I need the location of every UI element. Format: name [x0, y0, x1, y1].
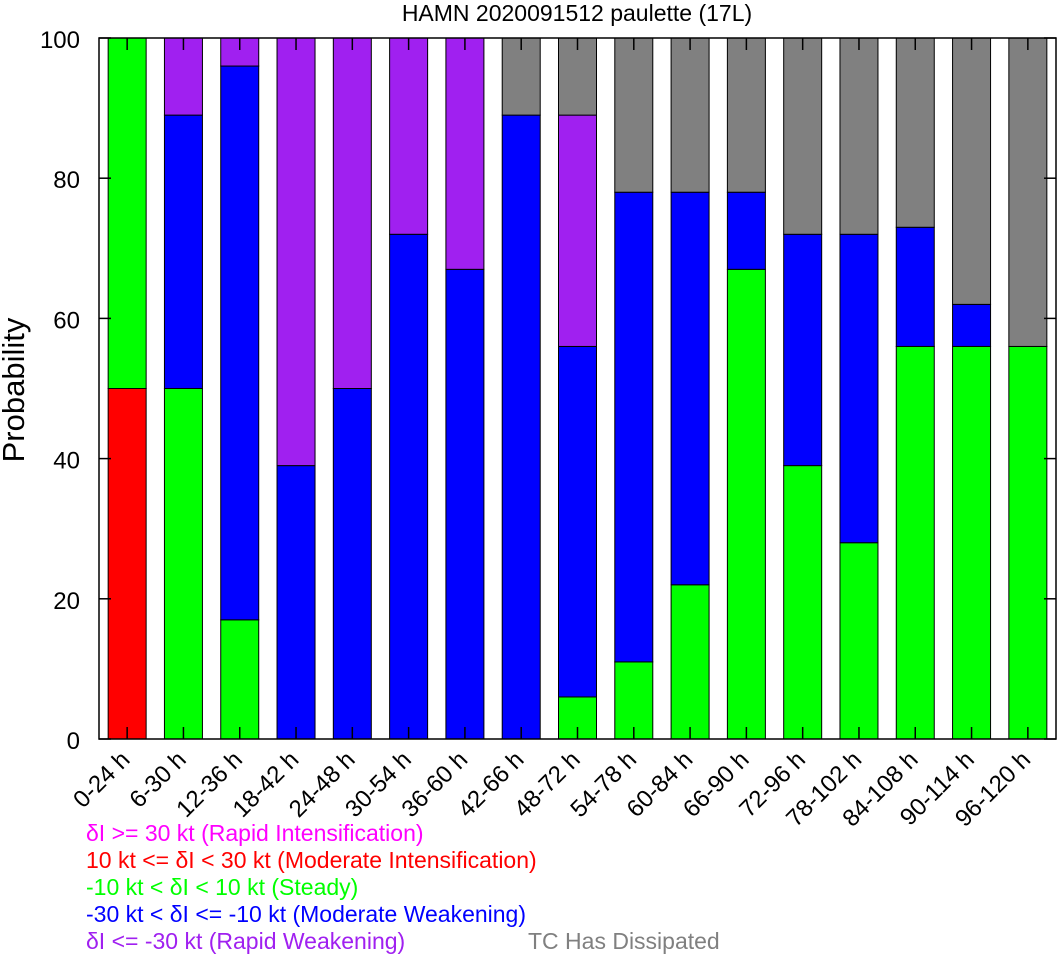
bar-mod_weak-5	[389, 233, 429, 740]
bar-mod_int-0	[107, 388, 147, 740]
y-tick-label-0: 0	[67, 728, 80, 755]
bar-steady-15	[952, 345, 992, 740]
bar-mod_weak-6	[445, 268, 485, 740]
bar-mod_weak-7	[501, 114, 541, 740]
bar-steady-1	[163, 388, 203, 740]
bar-dissipated-14	[895, 37, 935, 228]
legend: δI >= 30 kt (Rapid Intensification) 10 k…	[86, 820, 537, 955]
bars-layer	[107, 37, 1048, 740]
bar-steady-0	[107, 37, 147, 389]
bar-mod_weak-9	[614, 191, 654, 663]
bar-mod_weak-1	[163, 114, 203, 390]
legend-rapid-weakening: δI <= -30 kt (Rapid Weakening)	[86, 928, 406, 954]
x-tick-label-0: 0-24 h	[68, 746, 135, 813]
bar-dissipated-10	[670, 37, 710, 193]
y-axis-label: Probability	[0, 317, 31, 462]
bar-mod_weak-10	[670, 191, 710, 586]
bar-rapid_weak-4	[332, 37, 372, 389]
bar-dissipated-9	[614, 37, 654, 193]
bar-steady-10	[670, 584, 710, 740]
bar-steady-16	[1008, 345, 1048, 740]
legend-steady: -10 kt < δI < 10 kt (Steady)	[86, 874, 359, 900]
bar-steady-9	[614, 661, 654, 740]
bar-dissipated-12	[783, 37, 823, 235]
bar-rapid_weak-8	[558, 114, 597, 347]
y-tick-label-80: 80	[53, 167, 80, 194]
legend-moderate-weakening: -30 kt < δI <= -10 kt (Moderate Weakenin…	[86, 901, 527, 927]
bar-steady-13	[839, 542, 879, 740]
bar-mod_weak-11	[726, 191, 766, 270]
legend-tc-dissipated: TC Has Dissipated	[528, 928, 720, 954]
bar-rapid_weak-1	[163, 37, 203, 116]
bar-mod_weak-4	[332, 388, 372, 740]
legend-moderate-intensification: 10 kt <= δI < 30 kt (Moderate Intensific…	[86, 847, 537, 873]
bar-mod_weak-8	[558, 345, 597, 698]
bar-steady-2	[220, 619, 260, 740]
bar-rapid_weak-5	[389, 37, 429, 235]
bar-dissipated-11	[726, 37, 766, 193]
bar-steady-11	[726, 268, 766, 740]
bar-mod_weak-3	[276, 465, 316, 740]
bar-mod_weak-12	[783, 233, 823, 467]
bar-dissipated-16	[1008, 37, 1048, 347]
legend-rapid-intensification: δI >= 30 kt (Rapid Intensification)	[86, 820, 424, 846]
bar-rapid_weak-3	[276, 37, 316, 467]
bar-mod_weak-13	[839, 233, 879, 544]
bar-dissipated-15	[952, 37, 992, 305]
chart-title: HAMN 2020091512 paulette (17L)	[402, 0, 752, 26]
bar-dissipated-13	[839, 37, 879, 235]
bar-mod_weak-2	[220, 65, 260, 621]
y-tick-label-60: 60	[53, 307, 80, 334]
bar-rapid_weak-6	[445, 37, 485, 270]
y-tick-label-20: 20	[53, 588, 80, 615]
y-tick-label-100: 100	[40, 27, 80, 54]
bar-mod_weak-14	[895, 226, 935, 347]
bar-steady-14	[895, 345, 935, 740]
bar-mod_weak-15	[952, 303, 992, 347]
y-tick-label-40: 40	[53, 448, 80, 475]
bar-steady-12	[783, 465, 823, 740]
bar-dissipated-8	[558, 37, 597, 116]
